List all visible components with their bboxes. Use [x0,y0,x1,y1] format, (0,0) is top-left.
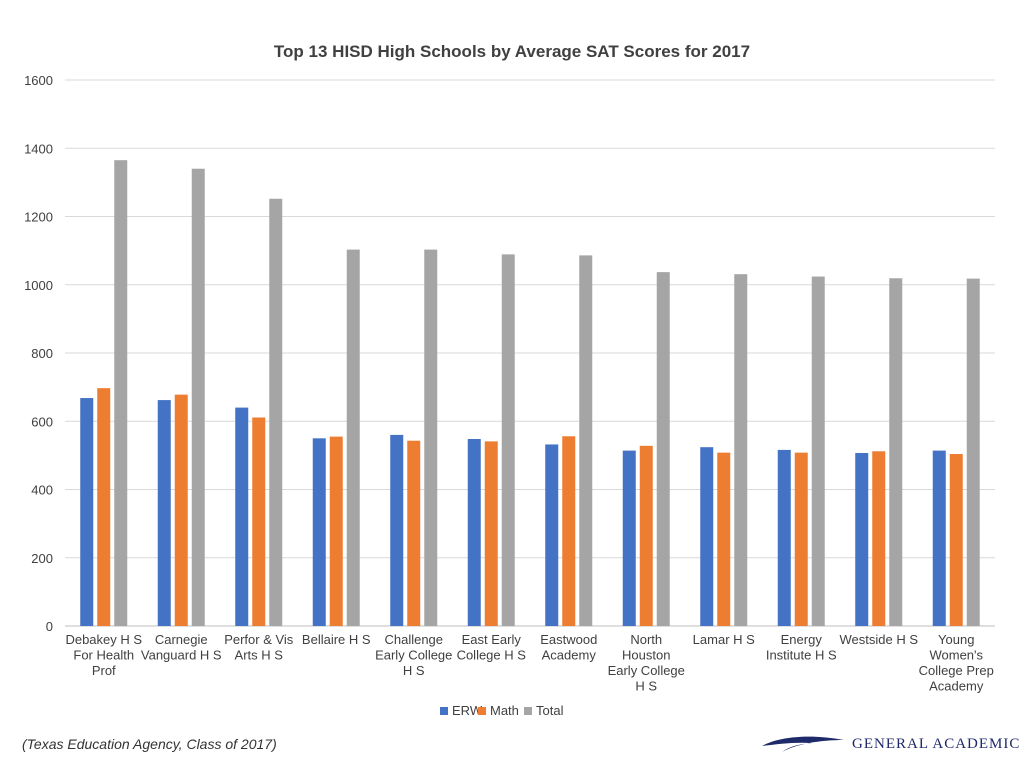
bar-total [811,276,825,626]
bar-math [562,436,576,626]
bar-erw [855,452,869,626]
bar-total [656,272,670,626]
y-tick-label: 1400 [24,141,53,156]
swoosh-icon [762,736,844,752]
legend-label: Total [536,703,564,718]
bar-math [484,441,498,626]
bar-total [579,255,593,626]
x-tick-label: Perfor & Vis Arts H S [224,632,294,663]
bar-erw [80,398,94,626]
y-tick-label: 600 [31,414,53,429]
bar-total [191,168,205,626]
bar-erw [390,434,404,626]
bar-erw [777,449,791,626]
bar-total [734,274,748,626]
bar-total [889,278,903,626]
bar-total [424,249,438,626]
x-tick-label: Debakey H S For Health Prof [65,632,142,678]
x-tick-label: Energy Institute H S [766,632,837,663]
bar-erw [545,444,559,626]
legend-swatch-total [524,707,532,715]
bar-erw [700,447,714,626]
x-tick-label: Bellaire H S [302,632,371,647]
y-tick-label: 400 [31,483,53,498]
bar-math [639,445,653,626]
y-tick-label: 800 [31,346,53,361]
bar-math [174,394,188,626]
x-tick-label: East Early College H S [457,632,527,663]
bar-total [966,278,980,626]
x-tick-label: North Houston Early College H S [608,632,685,694]
chart-title: Top 13 HISD High Schools by Average SAT … [273,42,751,61]
y-tick-label: 1000 [24,278,53,293]
legend-label: ERW [452,703,483,718]
bar-math [329,436,343,626]
bar-erw [932,450,946,626]
bar-math [717,452,731,626]
bar-erw [622,450,636,626]
x-tick-label: Challenge Early College H S [375,632,452,678]
bar-erw [157,400,171,626]
x-tick-label: Carnegie Vanguard H S [141,632,222,663]
legend-swatch-erw [440,707,448,715]
bar-total [269,198,283,626]
bar-total [114,160,128,626]
bar-total [501,254,515,626]
brand-name: GENERAL ACADEMIC [852,735,1021,752]
y-tick-label: 200 [31,551,53,566]
y-tick-label: 0 [46,619,53,634]
bar-math [949,454,963,626]
x-tick-label: Eastwood Academy [540,632,597,663]
y-tick-label: 1200 [24,210,53,225]
y-tick-label: 1600 [24,73,53,88]
bar-math [794,452,808,626]
bar-chart: 0 200 400 600 800 1000 1200 1400 1600 Debakey H S… [24,73,995,718]
legend-label: Math [490,703,519,718]
bar-math [407,440,421,626]
bar-erw [312,438,326,626]
x-tick-label: Westside H S [839,632,918,647]
x-tick-label: Young Women's College Prep Academy [919,632,994,694]
bar-math [872,451,886,626]
bar-erw [235,407,249,626]
bar-erw [467,438,481,626]
source-note: (Texas Education Agency, Class of 2017) [22,736,277,752]
x-tick-label: Lamar H S [693,632,755,647]
legend-swatch-math [478,707,486,715]
bar-total [346,249,360,626]
bar-math [252,417,266,626]
bar-math [97,388,111,626]
brand-logo: GENERAL ACADEMIC [760,732,1020,756]
